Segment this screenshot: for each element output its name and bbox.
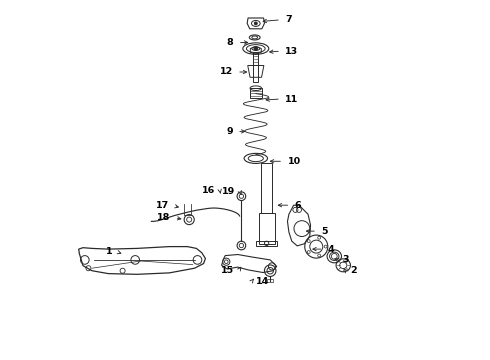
Text: 2: 2: [350, 266, 357, 275]
Text: 11: 11: [285, 94, 298, 104]
Text: 12: 12: [220, 68, 233, 77]
Bar: [259, 213, 274, 244]
Text: 8: 8: [227, 38, 233, 47]
Text: 19: 19: [222, 187, 236, 196]
Text: 4: 4: [328, 245, 335, 253]
Text: 17: 17: [156, 202, 170, 210]
Bar: [256, 241, 277, 246]
Text: 5: 5: [321, 227, 328, 236]
Text: 18: 18: [157, 213, 171, 222]
Bar: [253, 52, 258, 82]
Circle shape: [254, 47, 258, 50]
Text: 3: 3: [342, 256, 349, 264]
Text: 15: 15: [221, 266, 234, 275]
Text: 16: 16: [202, 186, 216, 194]
Circle shape: [254, 22, 257, 25]
Text: 6: 6: [294, 201, 301, 210]
Text: 9: 9: [226, 127, 233, 136]
Bar: [261, 163, 272, 213]
Bar: [268, 279, 273, 282]
Text: 1: 1: [106, 248, 113, 256]
Text: 14: 14: [256, 277, 269, 286]
Text: 7: 7: [285, 15, 292, 24]
Text: 13: 13: [285, 46, 298, 55]
Text: 10: 10: [288, 157, 300, 166]
Bar: [250, 88, 262, 98]
